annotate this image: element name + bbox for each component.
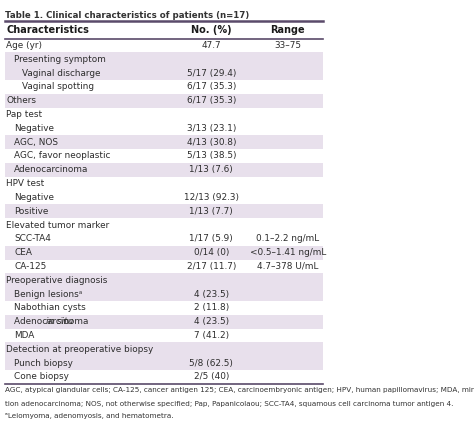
Text: Elevated tumor marker: Elevated tumor marker xyxy=(6,221,109,230)
Bar xyxy=(5,315,323,329)
Text: 0.1–2.2 ng/mL: 0.1–2.2 ng/mL xyxy=(256,234,319,243)
Text: Cone biopsy: Cone biopsy xyxy=(14,373,69,381)
Text: Characteristics: Characteristics xyxy=(6,25,89,35)
Text: MDA: MDA xyxy=(14,331,35,340)
Text: Presenting symptom: Presenting symptom xyxy=(14,55,106,64)
Text: Punch biopsy: Punch biopsy xyxy=(14,359,73,368)
Text: tion adenocarcinoma; NOS, not otherwise specified; Pap, Papanicolaou; SCC-TA4, s: tion adenocarcinoma; NOS, not otherwise … xyxy=(5,400,453,406)
Bar xyxy=(5,149,323,163)
Text: 4.7–378 U/mL: 4.7–378 U/mL xyxy=(257,262,319,271)
Bar xyxy=(5,301,323,315)
Text: ᵃLeiomyoma, adenomyosis, and hematometra.: ᵃLeiomyoma, adenomyosis, and hematometra… xyxy=(5,413,173,419)
Text: Negative: Negative xyxy=(14,124,55,133)
Text: 1/13 (7.6): 1/13 (7.6) xyxy=(190,165,233,174)
Bar xyxy=(5,190,323,204)
Text: Vaginal discharge: Vaginal discharge xyxy=(22,69,101,78)
Text: No. (%): No. (%) xyxy=(191,25,232,35)
Text: 5/8 (62.5): 5/8 (62.5) xyxy=(190,359,233,368)
Bar xyxy=(5,273,323,287)
Bar xyxy=(5,135,323,149)
Text: AGC, NOS: AGC, NOS xyxy=(14,138,58,147)
Bar xyxy=(5,94,323,108)
Text: Benign lesionsᵃ: Benign lesionsᵃ xyxy=(14,289,82,299)
Text: 4/13 (30.8): 4/13 (30.8) xyxy=(187,138,236,147)
Bar xyxy=(5,66,323,80)
Text: 0/14 (0): 0/14 (0) xyxy=(194,248,229,257)
Text: CA-125: CA-125 xyxy=(14,262,46,271)
Text: CEA: CEA xyxy=(14,248,32,257)
Bar xyxy=(5,21,323,39)
Text: 33–75: 33–75 xyxy=(274,41,301,50)
Text: 47.7: 47.7 xyxy=(201,41,221,50)
Text: 7 (41.2): 7 (41.2) xyxy=(194,331,229,340)
Text: Age (yr): Age (yr) xyxy=(6,41,42,50)
Bar xyxy=(5,342,323,356)
Bar xyxy=(5,122,323,135)
Text: 4 (23.5): 4 (23.5) xyxy=(194,317,229,326)
Bar xyxy=(5,163,323,177)
Bar xyxy=(5,39,323,52)
Text: 3/13 (23.1): 3/13 (23.1) xyxy=(187,124,236,133)
Text: AGC, atypical glandular cells; CA-125, cancer antigen 125; CEA, carcinoembryonic: AGC, atypical glandular cells; CA-125, c… xyxy=(5,387,474,393)
Text: 2/5 (40): 2/5 (40) xyxy=(194,373,229,381)
Bar xyxy=(5,370,323,384)
Bar xyxy=(5,80,323,94)
Bar xyxy=(5,108,323,122)
Text: 5/17 (29.4): 5/17 (29.4) xyxy=(187,69,236,78)
Text: Others: Others xyxy=(6,96,36,105)
Bar xyxy=(5,246,323,260)
Text: Vaginal spotting: Vaginal spotting xyxy=(22,82,94,92)
Text: Preoperative diagnosis: Preoperative diagnosis xyxy=(6,276,108,285)
Text: HPV test: HPV test xyxy=(6,179,45,188)
Text: Pap test: Pap test xyxy=(6,110,42,119)
Text: Adenocarcinoma: Adenocarcinoma xyxy=(14,165,89,174)
Bar xyxy=(5,232,323,246)
Text: Positive: Positive xyxy=(14,207,49,216)
Bar xyxy=(5,218,323,232)
Bar xyxy=(5,329,323,342)
Text: Nabothian cysts: Nabothian cysts xyxy=(14,303,86,312)
Text: Table 1. Clinical characteristics of patients (n=17): Table 1. Clinical characteristics of pat… xyxy=(5,11,249,19)
Text: 2 (11.8): 2 (11.8) xyxy=(194,303,229,312)
Text: in situ: in situ xyxy=(46,317,73,326)
Text: <0.5–1.41 ng/mL: <0.5–1.41 ng/mL xyxy=(249,248,326,257)
Bar xyxy=(5,177,323,190)
Text: Negative: Negative xyxy=(14,193,55,202)
Bar xyxy=(5,204,323,218)
Text: 2/17 (11.7): 2/17 (11.7) xyxy=(187,262,236,271)
Text: Range: Range xyxy=(270,25,305,35)
Text: 12/13 (92.3): 12/13 (92.3) xyxy=(184,193,239,202)
Bar xyxy=(5,260,323,273)
Text: Detection at preoperative biopsy: Detection at preoperative biopsy xyxy=(6,345,154,354)
Text: AGC, favor neoplastic: AGC, favor neoplastic xyxy=(14,151,111,160)
Text: 1/13 (7.7): 1/13 (7.7) xyxy=(190,207,233,216)
Bar xyxy=(5,287,323,301)
Text: 6/17 (35.3): 6/17 (35.3) xyxy=(187,82,236,92)
Bar xyxy=(5,52,323,66)
Text: 1/17 (5.9): 1/17 (5.9) xyxy=(190,234,233,243)
Text: 4 (23.5): 4 (23.5) xyxy=(194,289,229,299)
Text: 5/13 (38.5): 5/13 (38.5) xyxy=(187,151,236,160)
Text: SCC-TA4: SCC-TA4 xyxy=(14,234,51,243)
Bar xyxy=(5,356,323,370)
Text: Adenocarcinoma: Adenocarcinoma xyxy=(14,317,91,326)
Text: 6/17 (35.3): 6/17 (35.3) xyxy=(187,96,236,105)
